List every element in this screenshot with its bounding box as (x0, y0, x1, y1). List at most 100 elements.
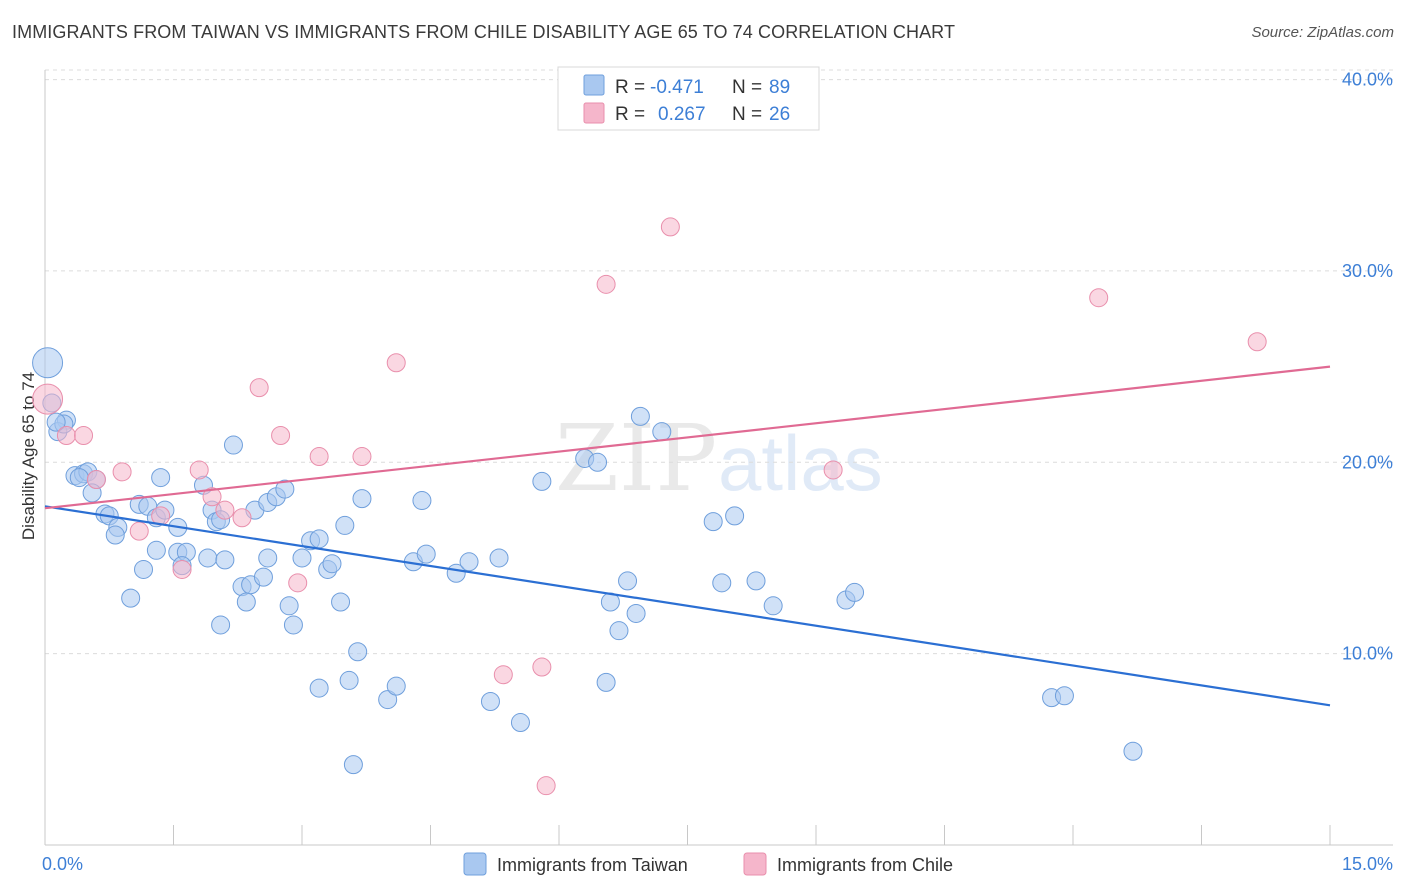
point-taiwan-86 (1054, 686, 1074, 706)
point-taiwan-84 (845, 582, 865, 602)
point-taiwan-88 (46, 412, 66, 432)
point-chile-10 (215, 500, 235, 520)
x-tick-label-0: 0.0% (42, 854, 83, 874)
point-taiwan-68 (532, 471, 552, 491)
point-taiwan-76 (630, 406, 650, 426)
series-taiwan-points (32, 347, 1143, 775)
point-taiwan-64 (459, 552, 479, 572)
chart-title: IMMIGRANTS FROM TAIWAN VS IMMIGRANTS FRO… (12, 22, 956, 42)
point-chile-23 (823, 460, 843, 480)
point-chile-16 (352, 447, 372, 467)
legend-r-label-taiwan: R = (615, 77, 645, 98)
x-tick-label-1: 15.0% (1342, 854, 1393, 874)
point-taiwan-43 (275, 479, 295, 499)
point-chile-1 (56, 425, 76, 445)
series-legend-swatch-taiwan (463, 852, 487, 876)
point-taiwan-54 (339, 670, 359, 690)
point-taiwan-75 (626, 603, 646, 623)
point-taiwan-48 (309, 529, 329, 549)
point-taiwan-29 (134, 559, 154, 579)
point-taiwan-53 (335, 515, 355, 535)
legend-r-value-chile: 0.267 (658, 104, 706, 125)
point-taiwan-36 (236, 592, 256, 612)
point-chile-15 (309, 447, 329, 467)
point-taiwan-25 (146, 540, 166, 560)
point-taiwan-50 (322, 554, 342, 574)
point-taiwan-71 (596, 672, 616, 692)
legend-n-label-taiwan: N = (732, 77, 762, 98)
point-taiwan-57 (343, 755, 363, 775)
watermark-atlas: atlas (718, 419, 883, 507)
stats-legend: R = -0.471 N = 89 R = 0.267 N = 26 (557, 66, 820, 131)
point-taiwan-0 (32, 347, 64, 379)
y-tick-label-0: 10.0% (1342, 644, 1393, 664)
point-chile-11 (232, 508, 252, 528)
point-taiwan-37 (211, 615, 231, 635)
point-chile-18 (493, 665, 513, 685)
gridlines (45, 69, 1393, 655)
point-chile-0 (32, 383, 64, 415)
point-taiwan-44 (279, 596, 299, 616)
point-chile-12 (249, 378, 269, 398)
point-taiwan-82 (763, 596, 783, 616)
point-taiwan-30 (121, 588, 141, 608)
chart-source: Source: ZipAtlas.com (1251, 24, 1394, 41)
point-taiwan-80 (725, 506, 745, 526)
point-chile-21 (596, 274, 616, 294)
point-taiwan-79 (712, 573, 732, 593)
point-taiwan-41 (253, 567, 273, 587)
x-tick-labels: 0.0% 15.0% (42, 854, 1393, 874)
legend-n-value-taiwan: 89 (769, 77, 790, 98)
point-taiwan-61 (412, 491, 432, 511)
point-chile-3 (86, 470, 106, 490)
point-taiwan-65 (480, 691, 500, 711)
point-chile-5 (129, 521, 149, 541)
point-taiwan-81 (746, 571, 766, 591)
trend-line-taiwan (44, 505, 1331, 707)
point-chile-25 (1247, 332, 1267, 352)
point-chile-17 (386, 353, 406, 373)
point-taiwan-67 (510, 713, 530, 733)
y-tick-label-2: 30.0% (1342, 261, 1393, 281)
point-taiwan-33 (223, 435, 243, 455)
y-axis-label: Disability Age 65 to 74 (19, 372, 38, 540)
series-legend-label-taiwan: Immigrants from Taiwan (497, 855, 688, 875)
series-chile-points (32, 217, 1267, 796)
point-taiwan-46 (292, 548, 312, 568)
point-taiwan-59 (386, 676, 406, 696)
point-taiwan-73 (609, 621, 629, 641)
point-chile-13 (271, 425, 291, 445)
point-taiwan-62 (416, 544, 436, 564)
point-taiwan-56 (352, 489, 372, 509)
point-chile-24 (1089, 288, 1109, 308)
legend-n-label-chile: N = (732, 104, 762, 125)
point-chile-19 (536, 776, 556, 796)
point-taiwan-70 (588, 452, 608, 472)
series-legend-label-chile: Immigrants from Chile (777, 855, 953, 875)
point-taiwan-55 (348, 642, 368, 662)
point-taiwan-8 (69, 468, 89, 488)
y-tick-label-3: 40.0% (1342, 70, 1393, 90)
point-taiwan-20 (151, 468, 171, 488)
point-chile-14 (288, 573, 308, 593)
legend-r-label-chile: R = (615, 104, 645, 125)
point-taiwan-31 (198, 548, 218, 568)
legend-r-value-taiwan: -0.471 (650, 77, 704, 98)
trend-line-chile (44, 365, 1331, 510)
series-legend-swatch-chile (743, 852, 767, 876)
legend-swatch-chile (583, 102, 605, 124)
trend-lines (44, 365, 1331, 707)
axes (44, 70, 1393, 846)
legend-n-value-chile: 26 (769, 104, 790, 125)
point-taiwan-66 (489, 548, 509, 568)
point-taiwan-74 (618, 571, 638, 591)
point-taiwan-87 (1123, 741, 1143, 761)
point-chile-20 (532, 657, 552, 677)
point-taiwan-32 (215, 550, 235, 570)
point-chile-22 (660, 217, 680, 237)
point-chile-8 (189, 460, 209, 480)
point-taiwan-45 (283, 615, 303, 635)
series-legend: Immigrants from Taiwan Immigrants from C… (463, 852, 953, 876)
point-chile-9 (202, 487, 222, 507)
